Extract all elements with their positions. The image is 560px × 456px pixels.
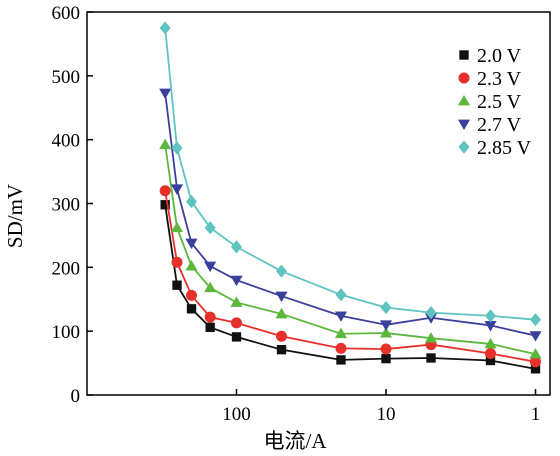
x-tick-label: 10	[377, 404, 396, 425]
y-tick-label: 400	[52, 131, 81, 152]
legend-marker	[457, 119, 471, 131]
data-point	[230, 275, 243, 287]
data-point	[381, 353, 391, 364]
data-point	[530, 364, 541, 374]
legend-item: 2.85 V	[458, 137, 532, 159]
data-point	[275, 291, 288, 303]
data-point	[231, 240, 243, 254]
legend-label: 2.85 V	[477, 137, 532, 159]
data-point	[204, 261, 217, 273]
legend-marker	[457, 94, 471, 106]
data-point	[379, 327, 393, 338]
legend-item: 2.3 V	[458, 68, 522, 90]
data-point	[529, 348, 542, 359]
legend-item: 2.7 V	[457, 114, 522, 136]
data-point	[204, 221, 216, 235]
data-point	[185, 260, 198, 271]
data-point	[380, 343, 392, 355]
series-2-0-V	[160, 200, 541, 374]
data-point	[276, 330, 288, 342]
data-point	[204, 281, 217, 293]
data-point	[530, 356, 542, 368]
series-2-7-V	[159, 88, 542, 342]
data-point	[159, 138, 172, 150]
data-point	[204, 311, 216, 323]
data-point	[530, 313, 542, 327]
x-tick-label: 1	[531, 404, 541, 425]
data-point	[170, 184, 184, 195]
legend-marker	[459, 50, 469, 60]
data-point	[426, 353, 436, 363]
data-point	[185, 238, 198, 250]
x-tick-label: 100	[222, 404, 251, 425]
data-point	[172, 280, 182, 290]
data-point	[380, 300, 392, 315]
data-point	[160, 200, 170, 210]
legend-label: 2.5 V	[477, 91, 522, 113]
data-point	[275, 307, 288, 319]
legend-item: 2.0 V	[459, 45, 522, 67]
legend-item: 2.5 V	[457, 91, 522, 113]
data-point	[231, 332, 242, 342]
x-axis-title: 电流/A	[264, 429, 328, 453]
data-point	[231, 317, 243, 329]
series-layer	[159, 21, 542, 374]
legend-label: 2.7 V	[477, 114, 522, 136]
series-line	[164, 190, 536, 363]
data-point	[159, 185, 171, 197]
data-point	[334, 327, 348, 339]
y-tick-label: 0	[71, 386, 81, 407]
series-2-5-V	[159, 138, 542, 359]
data-point	[230, 296, 243, 307]
series-line	[164, 204, 536, 370]
legend-label: 2.0 V	[477, 45, 522, 67]
data-point	[335, 342, 347, 354]
data-point	[485, 309, 497, 323]
series-line	[164, 144, 536, 356]
data-point	[484, 321, 497, 332]
data-point	[205, 322, 215, 333]
legend: 2.0 V2.3 V2.5 V2.7 V2.85 V	[457, 45, 532, 159]
legend-label: 2.3 V	[477, 68, 522, 90]
y-tick-label: 600	[52, 3, 81, 24]
data-point	[186, 304, 197, 314]
data-point	[335, 288, 347, 302]
legend-marker	[458, 140, 470, 154]
data-point	[276, 345, 287, 355]
data-point	[159, 21, 171, 35]
data-point	[424, 332, 438, 343]
data-point	[529, 331, 542, 342]
data-point	[485, 355, 496, 366]
series-2-3-V	[159, 185, 542, 368]
data-point	[171, 256, 183, 268]
y-tick-label: 100	[52, 322, 81, 343]
data-point	[485, 348, 497, 360]
data-point	[334, 311, 348, 322]
data-point	[484, 337, 497, 349]
data-point	[185, 289, 197, 301]
data-point	[171, 141, 183, 155]
data-point	[170, 221, 184, 233]
data-point	[276, 264, 288, 278]
y-tick-label: 500	[52, 67, 81, 88]
data-point	[379, 320, 393, 331]
data-point	[159, 88, 172, 100]
data-point	[185, 194, 197, 209]
legend-marker	[458, 72, 470, 84]
y-axis-title: SD/mV	[3, 184, 27, 248]
data-point	[336, 355, 346, 365]
axis-layer: 0 100 200 300 400 500 600 100 10 1	[52, 3, 541, 425]
series-2-85-V	[159, 21, 542, 327]
y-tick-label: 300	[52, 195, 81, 216]
data-point	[425, 306, 437, 320]
y-tick-label: 200	[52, 258, 81, 279]
